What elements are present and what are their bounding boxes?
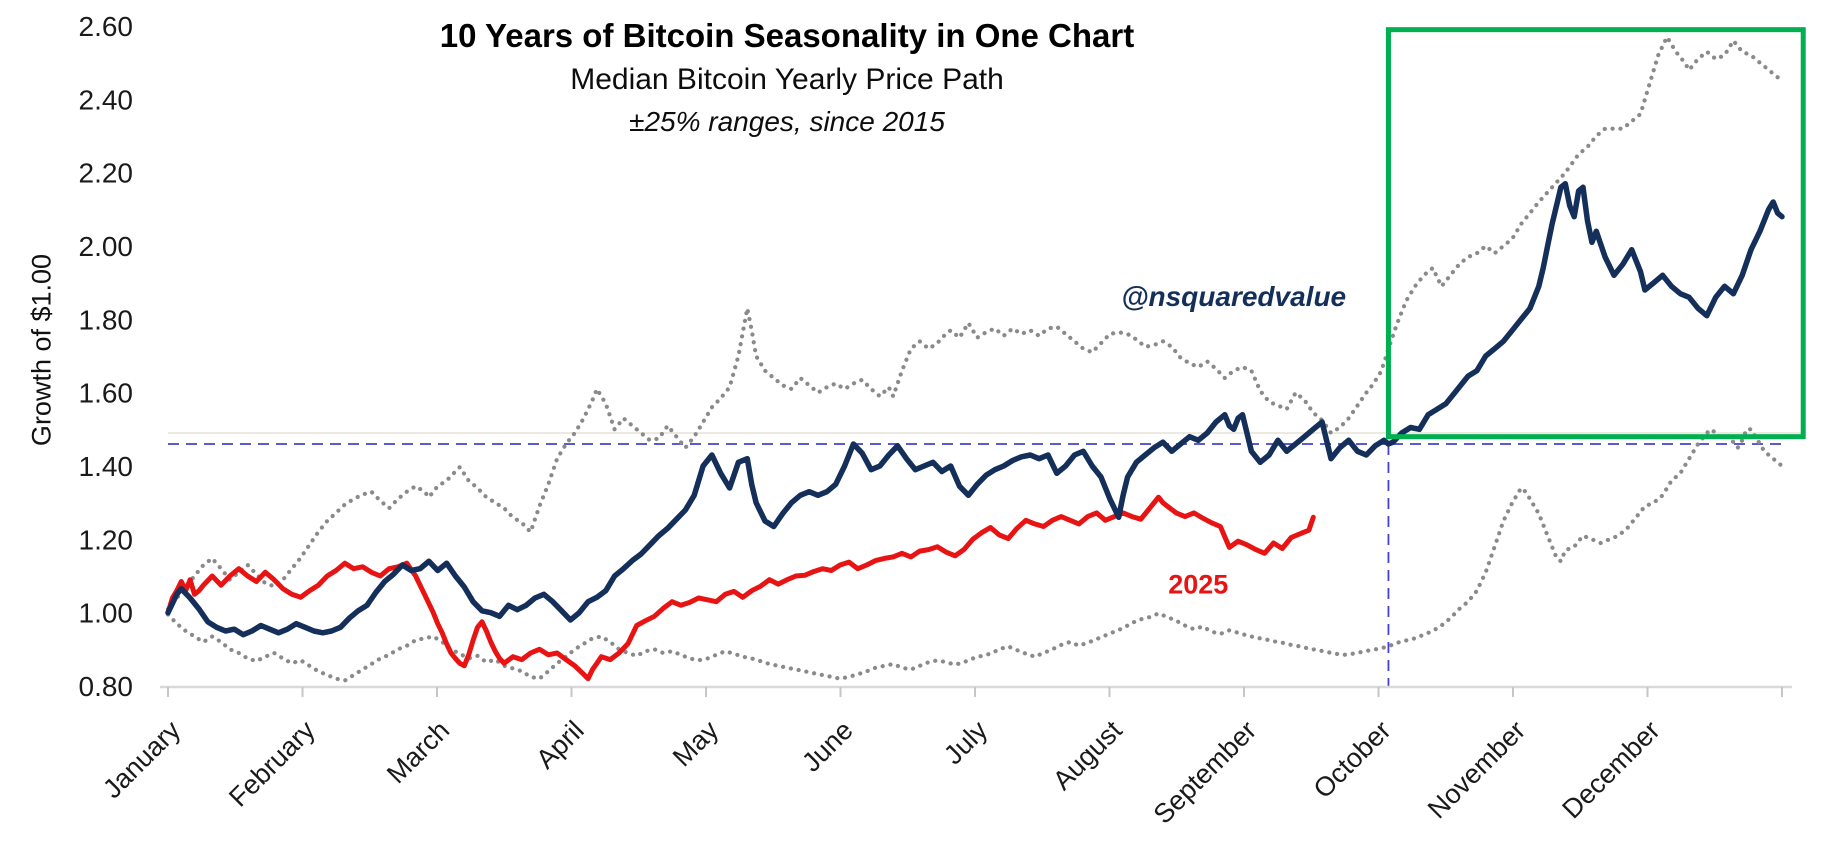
x-tick-label: February [223,715,321,813]
series-line--25-range [165,427,1785,683]
y-tick-label: 1.60 [79,378,134,409]
y-tick-label: 2.00 [79,231,134,262]
y-tick-label: 2.40 [79,84,134,115]
y-axis-title: Growth of $1.00 [26,253,57,447]
y-tick-label: 1.40 [79,451,134,482]
y-tick-label: 1.20 [79,524,134,555]
y-tick-label: 2.20 [79,158,134,189]
watermark-annotation: @nsquaredvalue [1121,281,1347,313]
x-tick-label: January [97,715,186,804]
chart-note: ±25% ranges, since 2015 [629,106,945,137]
x-tick-label: April [530,715,589,774]
y-tick-label: 1.00 [79,598,134,629]
x-tick-label: July [938,715,994,771]
chart-subtitle: Median Bitcoin Yearly Price Path [570,63,1004,96]
series-line--25-range [165,34,1785,612]
x-tick-label: November [1422,715,1531,824]
series-line-median-since-2015- [165,180,1785,638]
x-tick-label: August [1047,715,1128,796]
q4-highlight-box [1385,27,1806,440]
series-label-2025: 2025 [1168,569,1229,600]
x-tick-label: September [1148,715,1263,830]
x-tick-label: June [796,715,859,778]
y-tick-label: 1.80 [79,304,134,335]
y-tick-label: 0.80 [79,671,134,702]
y-tick-label: 2.60 [79,11,134,42]
series-line-2025 [165,494,1316,682]
x-tick-label: December [1556,715,1665,824]
x-tick-label: May [667,715,725,773]
chart-title: 10 Years of Bitcoin Seasonality in One C… [439,17,1135,54]
x-tick-label: March [381,715,455,789]
title-block: 10 Years of Bitcoin Seasonality in One C… [337,0,1237,138]
x-tick-label: October [1308,715,1397,804]
